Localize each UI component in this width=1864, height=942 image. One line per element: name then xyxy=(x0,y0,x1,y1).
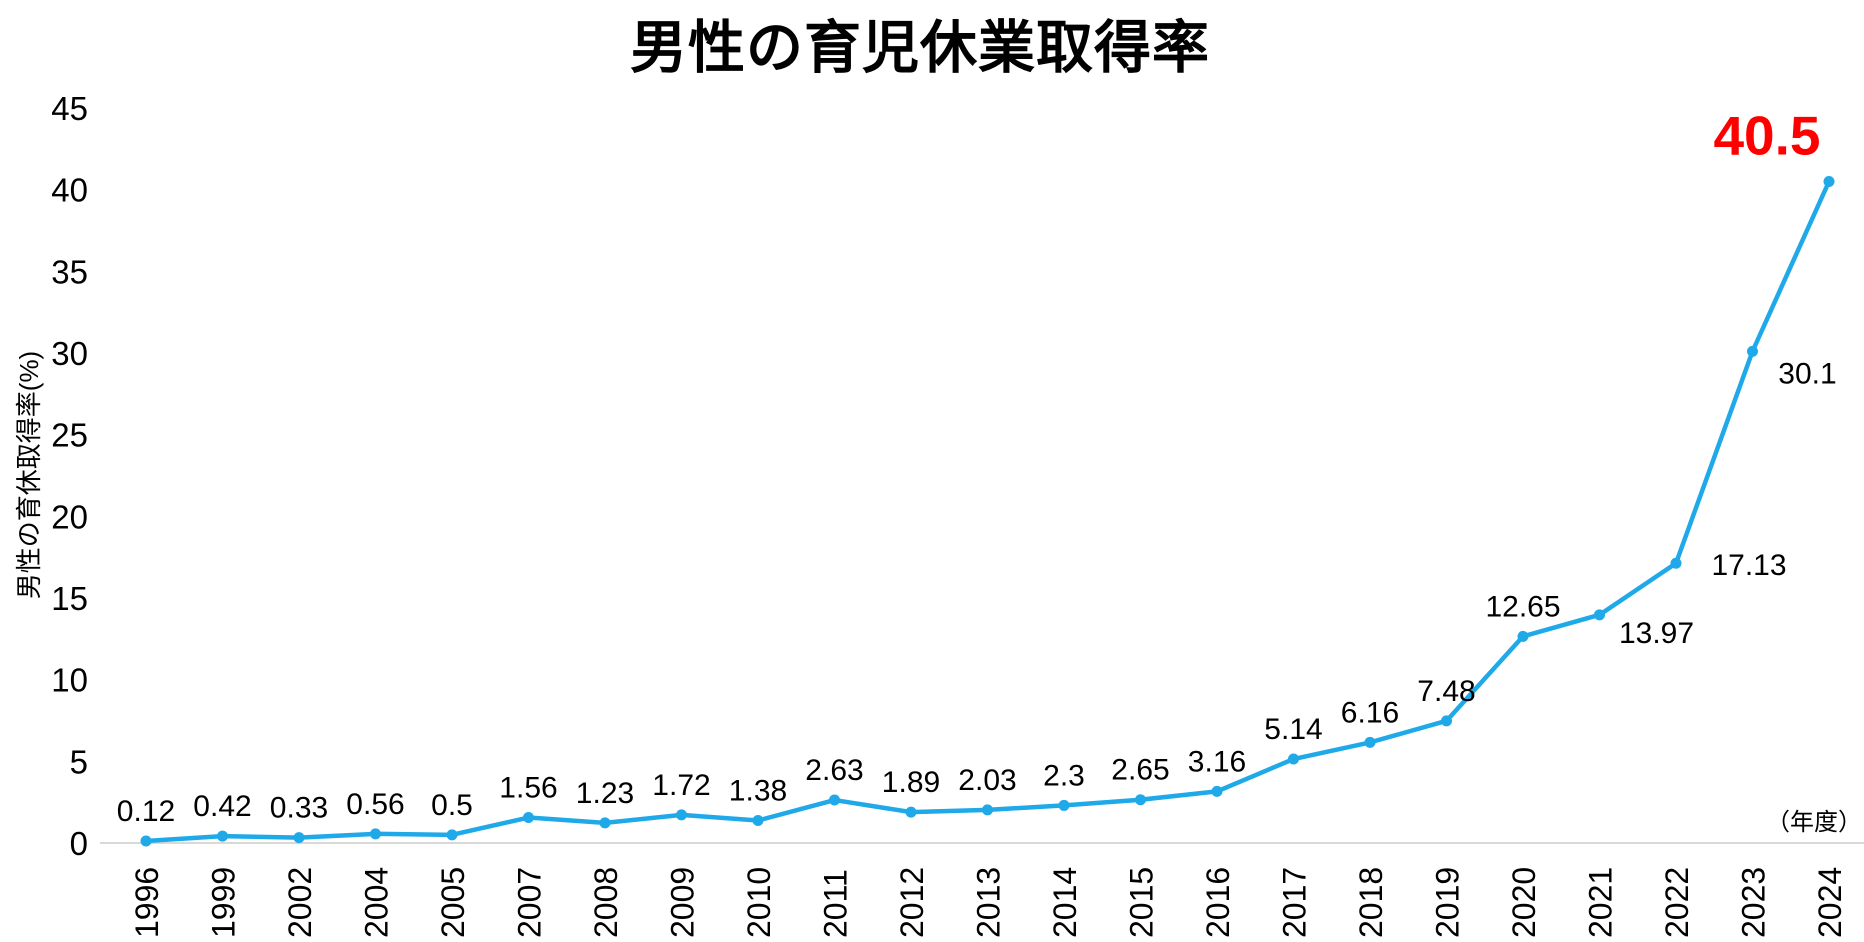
x-tick-label: 2019 xyxy=(1430,867,1466,938)
data-label: 7.48 xyxy=(1417,675,1475,708)
data-line xyxy=(143,179,1832,844)
data-label-highlight: 40.5 xyxy=(1713,105,1820,167)
x-tick-label: 2014 xyxy=(1047,867,1083,938)
x-tick-label: 2020 xyxy=(1506,867,1542,938)
x-tick-label: 1999 xyxy=(206,867,242,938)
y-tick-label: 45 xyxy=(51,90,88,127)
x-tick-label: 2004 xyxy=(359,867,395,938)
data-point xyxy=(599,817,611,829)
data-point xyxy=(1747,345,1758,357)
data-point xyxy=(905,806,917,818)
data-label: 2.03 xyxy=(958,764,1016,797)
data-label: 1.38 xyxy=(729,774,787,807)
data-point xyxy=(1517,630,1529,642)
x-tick-label: 2010 xyxy=(741,867,777,938)
data-point xyxy=(982,804,993,816)
data-point xyxy=(1364,736,1376,748)
data-label: 6.16 xyxy=(1341,696,1399,729)
data-point xyxy=(1288,753,1299,765)
data-label: 3.16 xyxy=(1188,745,1246,778)
x-tick-label: 2021 xyxy=(1583,867,1619,938)
data-label: 17.13 xyxy=(1711,549,1786,582)
data-point xyxy=(829,794,840,806)
data-label: 1.89 xyxy=(882,766,940,799)
y-tick-label: 25 xyxy=(51,417,88,454)
x-tick-label: 2012 xyxy=(894,867,930,938)
y-axis-title: 男性の育休取得率(%) xyxy=(14,351,44,599)
data-label: 5.14 xyxy=(1264,713,1322,746)
x-tick-label: 2016 xyxy=(1200,867,1236,938)
data-label: 12.65 xyxy=(1485,590,1560,623)
data-label: 1.56 xyxy=(499,772,557,805)
data-point xyxy=(370,828,381,840)
x-tick-label: 2008 xyxy=(588,867,624,938)
x-tick-label: 2011 xyxy=(818,869,854,938)
data-point xyxy=(1441,715,1452,727)
data-point xyxy=(523,812,534,824)
data-points xyxy=(140,176,1835,847)
y-tick-label: 20 xyxy=(51,498,88,535)
x-tick-label: 2007 xyxy=(512,867,548,938)
x-tick-label: 2015 xyxy=(1124,867,1160,938)
chart-title: 男性の育児休業取得率 xyxy=(630,16,1210,80)
y-tick-label: 30 xyxy=(51,335,88,372)
data-label: 0.12 xyxy=(117,795,175,828)
y-tick-label: 35 xyxy=(51,253,88,290)
data-label: 30.1 xyxy=(1778,357,1836,390)
x-tick-label: 2022 xyxy=(1659,867,1695,938)
y-tick-label: 5 xyxy=(70,743,88,780)
data-point xyxy=(293,832,305,844)
x-tick-label: 2018 xyxy=(1353,867,1389,938)
data-point xyxy=(752,814,764,826)
y-tick-label: 0 xyxy=(70,825,88,862)
data-point xyxy=(1211,785,1223,797)
y-tick-label: 10 xyxy=(51,662,88,699)
data-point xyxy=(676,809,687,821)
x-tick-label: 2024 xyxy=(1812,867,1848,938)
x-tick-label: 2013 xyxy=(971,867,1007,938)
data-point xyxy=(140,835,152,847)
data-label: 2.65 xyxy=(1111,754,1169,787)
data-label: 2.63 xyxy=(805,754,863,787)
x-tick-label: 2005 xyxy=(435,867,471,938)
data-point xyxy=(446,829,458,841)
x-axis-unit-note: （年度） xyxy=(1766,809,1862,836)
data-label: 0.56 xyxy=(346,788,404,821)
data-label: 2.3 xyxy=(1043,759,1085,792)
x-tick-label: 1996 xyxy=(129,867,165,938)
data-point xyxy=(217,830,228,842)
data-label: 0.33 xyxy=(270,792,328,825)
data-label: 0.5 xyxy=(431,789,473,822)
y-axis-ticks: 0 5 10 15 20 25 30 35 40 45 xyxy=(51,90,88,862)
data-point xyxy=(1670,557,1682,569)
y-tick-label: 15 xyxy=(51,580,88,617)
y-tick-label: 40 xyxy=(51,172,88,209)
data-label: 0.42 xyxy=(193,790,251,823)
data-point xyxy=(1058,799,1070,811)
data-point xyxy=(1823,176,1835,187)
data-point xyxy=(1594,609,1605,621)
data-label: 1.23 xyxy=(576,777,634,810)
x-tick-label: 2002 xyxy=(282,867,318,938)
data-label: 13.97 xyxy=(1619,617,1694,650)
x-axis-labels: 1996 1999 2002 2004 2005 2007 2008 2009 2010 2011… xyxy=(129,867,1848,938)
data-labels: 0.12 0.42 0.33 0.56 0.5 1.56 1.23 1.72 1.38 2.63 1… xyxy=(117,105,1837,829)
data-label: 1.72 xyxy=(652,769,710,802)
data-point xyxy=(1135,794,1146,806)
x-tick-label: 2017 xyxy=(1277,867,1313,938)
x-tick-label: 2009 xyxy=(665,867,701,938)
x-tick-label: 2023 xyxy=(1736,867,1772,938)
